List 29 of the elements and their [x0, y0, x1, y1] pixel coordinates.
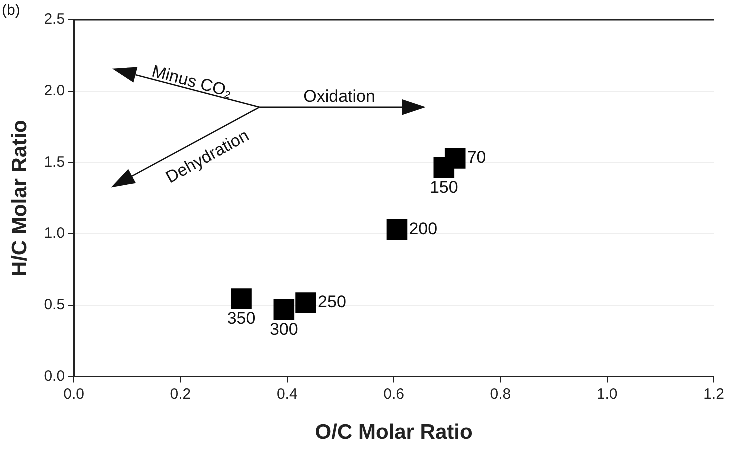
y-tick-label: 0.5	[44, 296, 66, 314]
x-tick-label: 1.0	[596, 386, 618, 403]
y-tick-label: 1.0	[44, 225, 66, 242]
point	[274, 299, 295, 320]
y-tick-label: 2.0	[44, 82, 66, 100]
annotation: Minus CO₂	[150, 62, 235, 103]
point	[434, 157, 455, 178]
x-tick-label: 0.4	[276, 386, 298, 403]
annotation: 250	[318, 292, 346, 312]
x-tick-label: 1.2	[704, 386, 724, 403]
annotation: 200	[409, 219, 438, 238]
text: (b)	[2, 2, 20, 19]
annotation: 150	[430, 178, 458, 197]
point	[231, 288, 252, 310]
point	[296, 292, 316, 314]
y-axis-title: H/C Molar Ratio	[8, 120, 32, 277]
y-tick-label: 0.0	[44, 368, 66, 385]
annotation: Oxidation	[304, 86, 376, 107]
annotation: 350	[227, 309, 256, 328]
y-tick-label: 2.5	[44, 11, 66, 28]
y-tick-label: 1.5	[44, 154, 66, 171]
x-tick-label: 0.2	[170, 386, 192, 403]
x-axis-title: O/C Molar Ratio	[315, 421, 473, 444]
x-tick-label: 0.6	[384, 386, 404, 403]
annotation: 300	[270, 320, 298, 339]
x-tick-label: 0.0	[64, 386, 84, 403]
annotation: 70	[467, 148, 486, 168]
point	[386, 219, 408, 240]
x-tick-label: 0.8	[490, 386, 512, 403]
